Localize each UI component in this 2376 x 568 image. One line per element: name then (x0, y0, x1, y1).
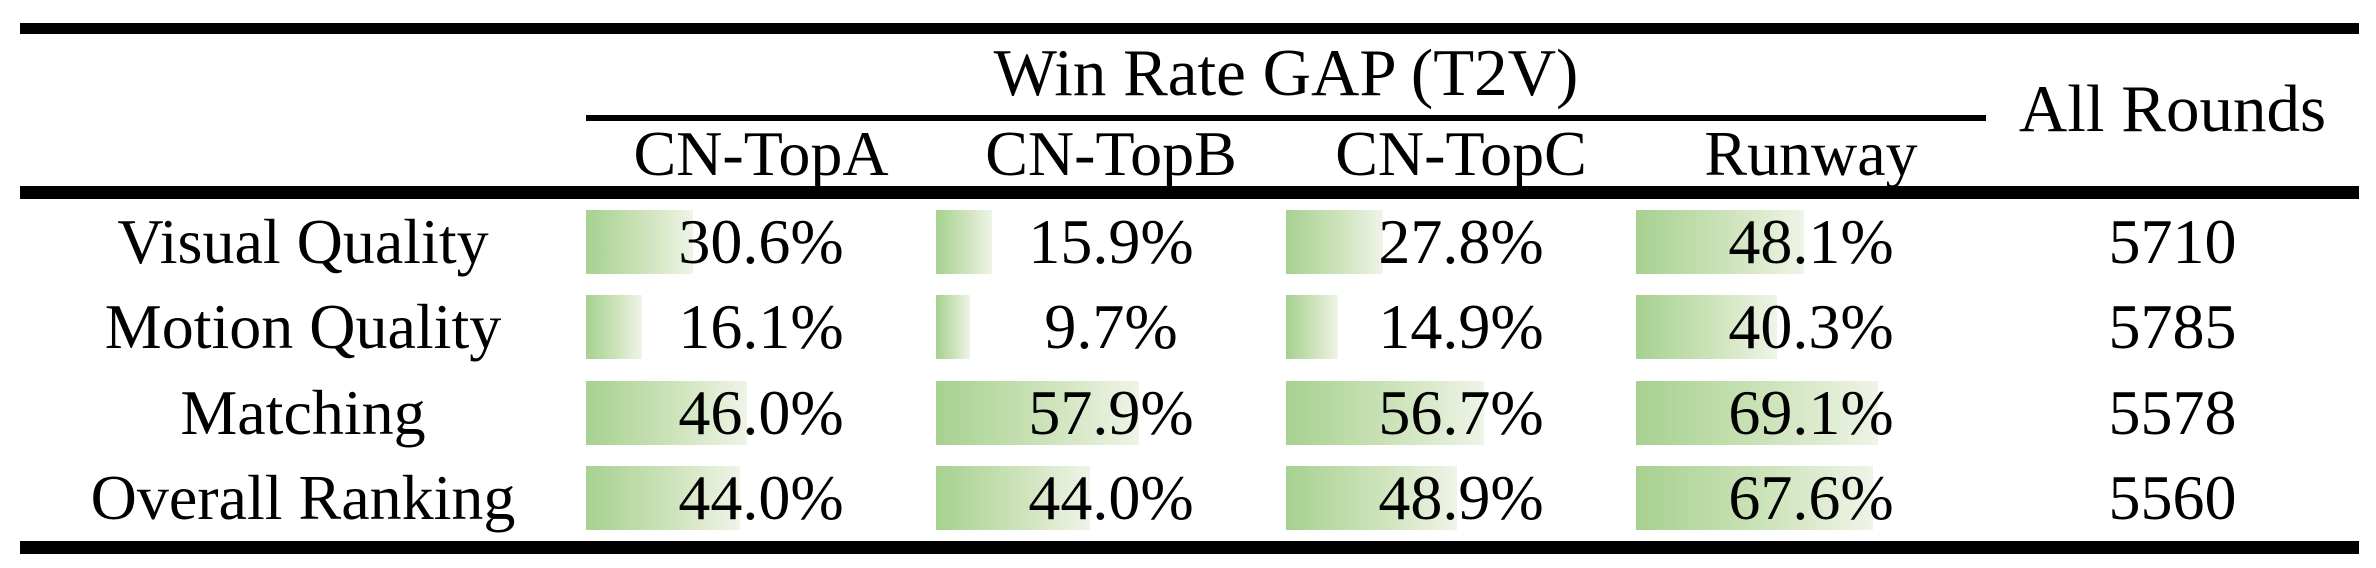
win-rate-value: 56.7% (1378, 376, 1544, 448)
win-rate-cell: 15.9% (936, 199, 1286, 285)
group-header-underline-rule (586, 115, 1986, 121)
group-header-win-rate-gap: Win Rate GAP (T2V) (993, 36, 1579, 110)
win-rate-cell: 67.6% (1636, 456, 1986, 542)
win-rate-bar (1286, 466, 1458, 531)
win-rate-cell: 30.6% (586, 199, 936, 285)
win-rate-cell: 9.7% (936, 285, 1286, 371)
row-label: Motion Quality (104, 291, 502, 363)
win-rate-bar (936, 295, 970, 360)
win-rate-value: 16.1% (678, 291, 844, 363)
table-row-overall-ranking: Overall Ranking 44.0% 44.0% 48.9% 67.6% … (20, 456, 2359, 542)
all-rounds-value: 5560 (2108, 462, 2237, 534)
table-body: Visual Quality 30.6% 15.9% 27.8% 48.1% 5… (20, 199, 2359, 541)
row-label: Visual Quality (117, 205, 489, 277)
win-rate-bar (1286, 209, 1384, 274)
column-header-cn-topc: CN-TopC (1335, 117, 1587, 189)
win-rate-value: 30.6% (678, 205, 844, 277)
row-label: Overall Ranking (90, 462, 516, 534)
win-rate-cell: 48.9% (1286, 456, 1636, 542)
win-rate-cell: 44.0% (586, 456, 936, 542)
win-rate-cell: 27.8% (1286, 199, 1636, 285)
win-rate-bar (936, 466, 1090, 531)
win-rate-value: 14.9% (1378, 291, 1544, 363)
win-rate-bar (586, 209, 694, 274)
column-header-row: CN-TopA CN-TopB CN-TopC Runway (586, 117, 1986, 189)
win-rate-bar (1636, 209, 1805, 274)
win-rate-cell: 48.1% (1636, 199, 1986, 285)
win-rate-bar (936, 380, 1139, 445)
win-rate-cell: 14.9% (1286, 285, 1636, 371)
win-rate-bar (1286, 295, 1339, 360)
win-rate-cell: 40.3% (1636, 285, 1986, 371)
column-header-runway: Runway (1704, 117, 1918, 189)
win-rate-value: 69.1% (1728, 376, 1894, 448)
win-rate-cell: 46.0% (586, 370, 936, 456)
win-rate-cell: 57.9% (936, 370, 1286, 456)
table-row-visual-quality: Visual Quality 30.6% 15.9% 27.8% 48.1% 5… (20, 199, 2359, 285)
win-rate-value: 15.9% (1028, 205, 1194, 277)
win-rate-value: 27.8% (1378, 205, 1544, 277)
win-rate-cell: 56.7% (1286, 370, 1636, 456)
table-row-motion-quality: Motion Quality 16.1% 9.7% 14.9% 40.3% 57… (20, 285, 2359, 371)
win-rate-cell: 44.0% (936, 456, 1286, 542)
table-row-matching: Matching 46.0% 57.9% 56.7% 69.1% 5578 (20, 370, 2359, 456)
win-rate-value: 44.0% (678, 462, 844, 534)
win-rate-bar (1636, 295, 1778, 360)
column-header-cn-topb: CN-TopB (985, 117, 1237, 189)
all-rounds-value: 5785 (2108, 291, 2237, 363)
all-rounds-value: 5710 (2108, 205, 2237, 277)
row-label: Matching (180, 376, 426, 448)
top-rule-divider (20, 23, 2359, 34)
win-rate-value: 48.9% (1378, 462, 1544, 534)
win-rate-value: 40.3% (1728, 291, 1894, 363)
bottom-rule-divider (20, 541, 2359, 554)
win-rate-bar (586, 466, 740, 531)
all-rounds-value: 5578 (2108, 376, 2237, 448)
win-rate-bar (1636, 380, 1878, 445)
win-rate-cell: 69.1% (1636, 370, 1986, 456)
column-header-all-rounds: All Rounds (2018, 71, 2327, 146)
win-rate-bar (586, 295, 643, 360)
win-rate-bar (586, 380, 747, 445)
win-rate-bar (936, 209, 992, 274)
column-header-cn-topa: CN-TopA (633, 117, 889, 189)
win-rate-value: 46.0% (678, 376, 844, 448)
win-rate-bar (1286, 380, 1485, 445)
win-rate-value: 44.0% (1028, 462, 1194, 534)
win-rate-value: 57.9% (1028, 376, 1194, 448)
win-rate-cell: 16.1% (586, 285, 936, 371)
win-rate-value: 48.1% (1728, 205, 1894, 277)
header-body-divider-rule (20, 186, 2359, 199)
win-rate-bar (1636, 466, 1873, 531)
win-rate-value: 67.6% (1728, 462, 1894, 534)
win-rate-value: 9.7% (1044, 291, 1178, 363)
